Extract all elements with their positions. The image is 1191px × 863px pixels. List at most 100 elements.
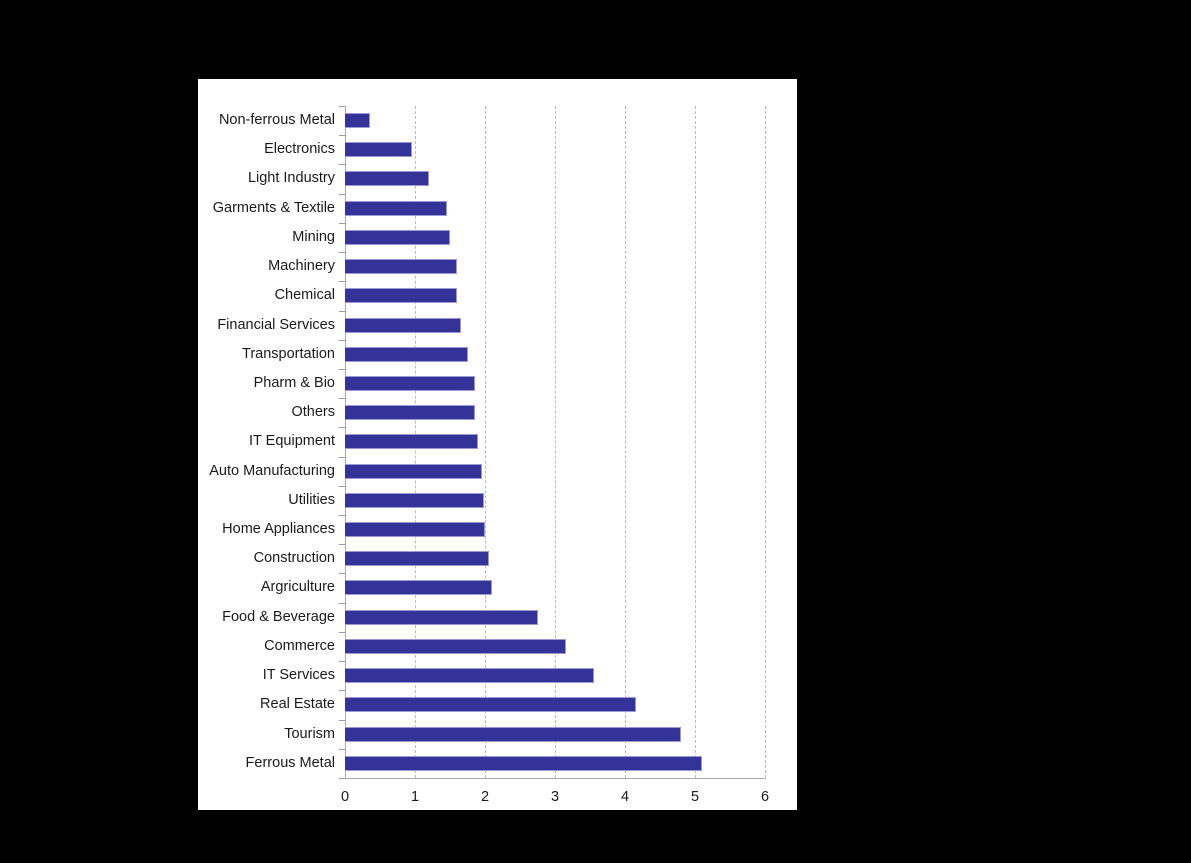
y-axis-label: Garments & Textile [212, 199, 335, 216]
bar-row [345, 720, 765, 749]
y-axis-tick [339, 573, 345, 575]
bar[interactable] [345, 229, 450, 245]
y-axis-label: Non-ferrous Metal [218, 112, 335, 128]
gridline-x-5 [695, 106, 696, 778]
y-axis-label: Auto Manufacturing [209, 462, 335, 479]
y-axis-tick [339, 631, 345, 633]
bar-row [345, 311, 765, 340]
bar-row [345, 690, 765, 719]
y-axis-label: Light Industry [247, 170, 335, 187]
y-axis-label: Food & Beverage [222, 608, 335, 625]
y-axis-tick [339, 135, 345, 137]
bar[interactable] [345, 726, 681, 742]
y-axis-tick [339, 106, 345, 107]
bar[interactable] [345, 492, 484, 508]
bar-row [345, 661, 765, 690]
bar-row [345, 281, 765, 310]
y-axis-tick [339, 310, 345, 312]
x-axis-tick-label: 1 [410, 789, 420, 805]
bar[interactable] [345, 317, 461, 333]
x-axis-tick-label: 4 [620, 789, 630, 805]
y-axis-label: Real Estate [260, 696, 335, 713]
bar[interactable] [345, 755, 702, 771]
bar-row [345, 223, 765, 252]
bar-row [345, 194, 765, 223]
y-axis-tick [339, 252, 345, 254]
x-axis-line [345, 778, 766, 779]
gridline-x-4 [625, 106, 626, 778]
bar[interactable] [345, 375, 475, 391]
x-axis-tick-label: 6 [760, 789, 770, 805]
bar-row [345, 135, 765, 164]
bar[interactable] [345, 200, 447, 216]
bar-row [345, 632, 765, 661]
bar-row [345, 573, 765, 602]
y-axis-tick [339, 778, 345, 779]
y-axis-label: IT Services [262, 667, 335, 684]
y-axis-label: Home Appliances [222, 521, 335, 538]
bar[interactable] [345, 346, 468, 362]
bar[interactable] [345, 171, 429, 187]
bar-row [345, 544, 765, 573]
bar[interactable] [345, 259, 457, 275]
y-axis-tick [339, 193, 345, 195]
y-axis-label: Utilities [288, 491, 335, 508]
bar-row [345, 106, 765, 135]
bar[interactable] [345, 142, 412, 158]
bar[interactable] [345, 697, 636, 713]
chart-panel: Non-ferrous Metal Electronics Light Indust… [198, 79, 797, 810]
gridline-x-3 [555, 106, 556, 778]
bar-row [345, 457, 765, 486]
y-axis-label: Transportation [242, 345, 335, 362]
y-axis-label: Mining [292, 228, 335, 245]
x-axis-tick-label: 2 [480, 789, 490, 805]
bar-row [345, 486, 765, 515]
bar[interactable] [345, 405, 475, 421]
bar[interactable] [345, 113, 370, 128]
y-axis-tick [339, 661, 345, 663]
y-axis-tick [339, 719, 345, 721]
y-axis-label: Electronics [264, 141, 335, 158]
y-axis-label: Financial Services [217, 316, 335, 333]
y-axis-tick [339, 544, 345, 546]
y-axis-label: Tourism [284, 725, 335, 742]
bar-row [345, 164, 765, 193]
y-axis-tick [339, 427, 345, 429]
y-axis-tick [339, 339, 345, 341]
gridline-x-2 [485, 106, 486, 778]
bar[interactable] [345, 580, 492, 596]
bar-row [345, 427, 765, 456]
x-axis-tick-label: 5 [690, 789, 700, 805]
y-axis-label: Chemical [274, 287, 335, 304]
plot-area [345, 106, 766, 778]
y-axis-label: IT Equipment [249, 433, 335, 450]
y-axis-label: Others [291, 404, 335, 421]
y-axis-label: Construction [253, 550, 335, 567]
y-axis-tick [339, 456, 345, 458]
y-axis-label: Commerce [264, 637, 335, 654]
bar[interactable] [345, 609, 538, 625]
y-axis-tick [339, 748, 345, 750]
y-axis-tick [339, 222, 345, 224]
bar-row [345, 369, 765, 398]
y-axis-label: Machinery [268, 258, 335, 275]
y-axis-label: Argriculture [260, 579, 335, 596]
bar-row [345, 340, 765, 369]
x-axis-tick-labels: 0 1 2 3 4 5 6 [341, 789, 770, 817]
bar-row [345, 603, 765, 632]
y-axis-tick [339, 281, 345, 283]
bar[interactable] [345, 288, 457, 304]
bar[interactable] [345, 434, 478, 450]
bar[interactable] [345, 551, 489, 567]
y-axis-tick [339, 398, 345, 400]
bar[interactable] [345, 638, 566, 654]
bar[interactable] [345, 668, 594, 684]
bar-row [345, 749, 765, 778]
bar[interactable] [345, 522, 485, 538]
y-axis-tick [339, 602, 345, 604]
x-axis-tick-label: 3 [550, 789, 560, 805]
y-axis-tick [339, 515, 345, 517]
y-axis-category-labels: Non-ferrous Metal Electronics Light Indust… [198, 106, 340, 778]
bar[interactable] [345, 463, 482, 479]
